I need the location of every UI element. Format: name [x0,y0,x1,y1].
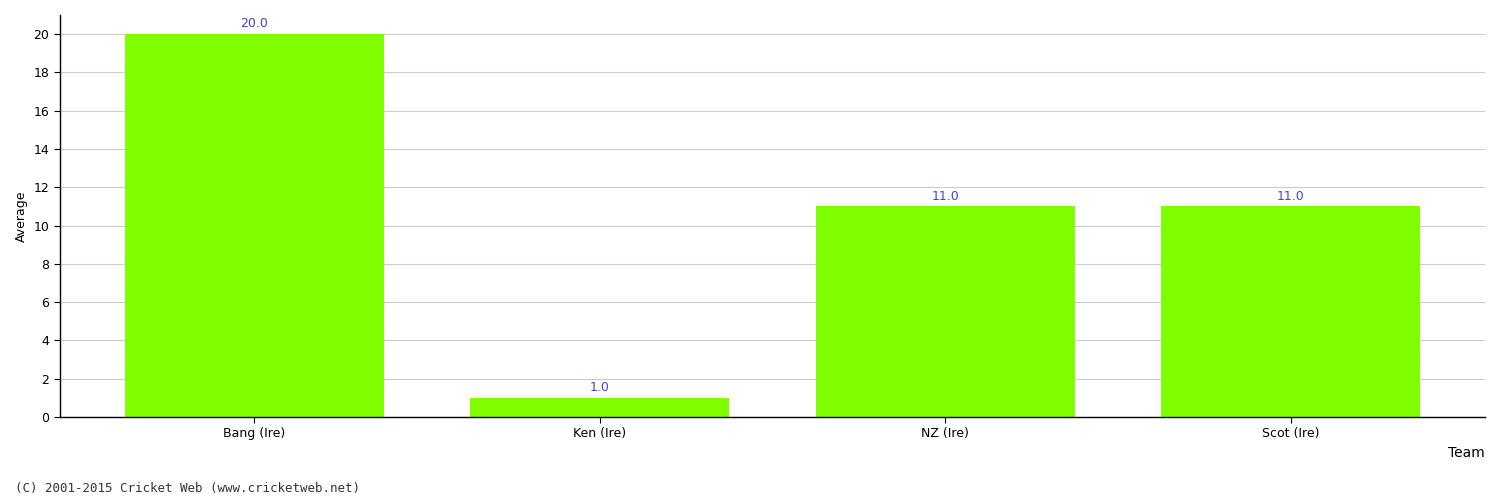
Text: 1.0: 1.0 [590,381,609,394]
Text: (C) 2001-2015 Cricket Web (www.cricketweb.net): (C) 2001-2015 Cricket Web (www.cricketwe… [15,482,360,495]
Bar [470,398,729,417]
Y-axis label: Average: Average [15,190,28,242]
Bar [124,34,384,417]
Text: 20.0: 20.0 [240,18,268,30]
Text: 11.0: 11.0 [1276,190,1305,202]
Bar [1161,206,1420,417]
Bar [816,206,1074,417]
Text: 11.0: 11.0 [932,190,958,202]
X-axis label: Team: Team [1448,446,1485,460]
